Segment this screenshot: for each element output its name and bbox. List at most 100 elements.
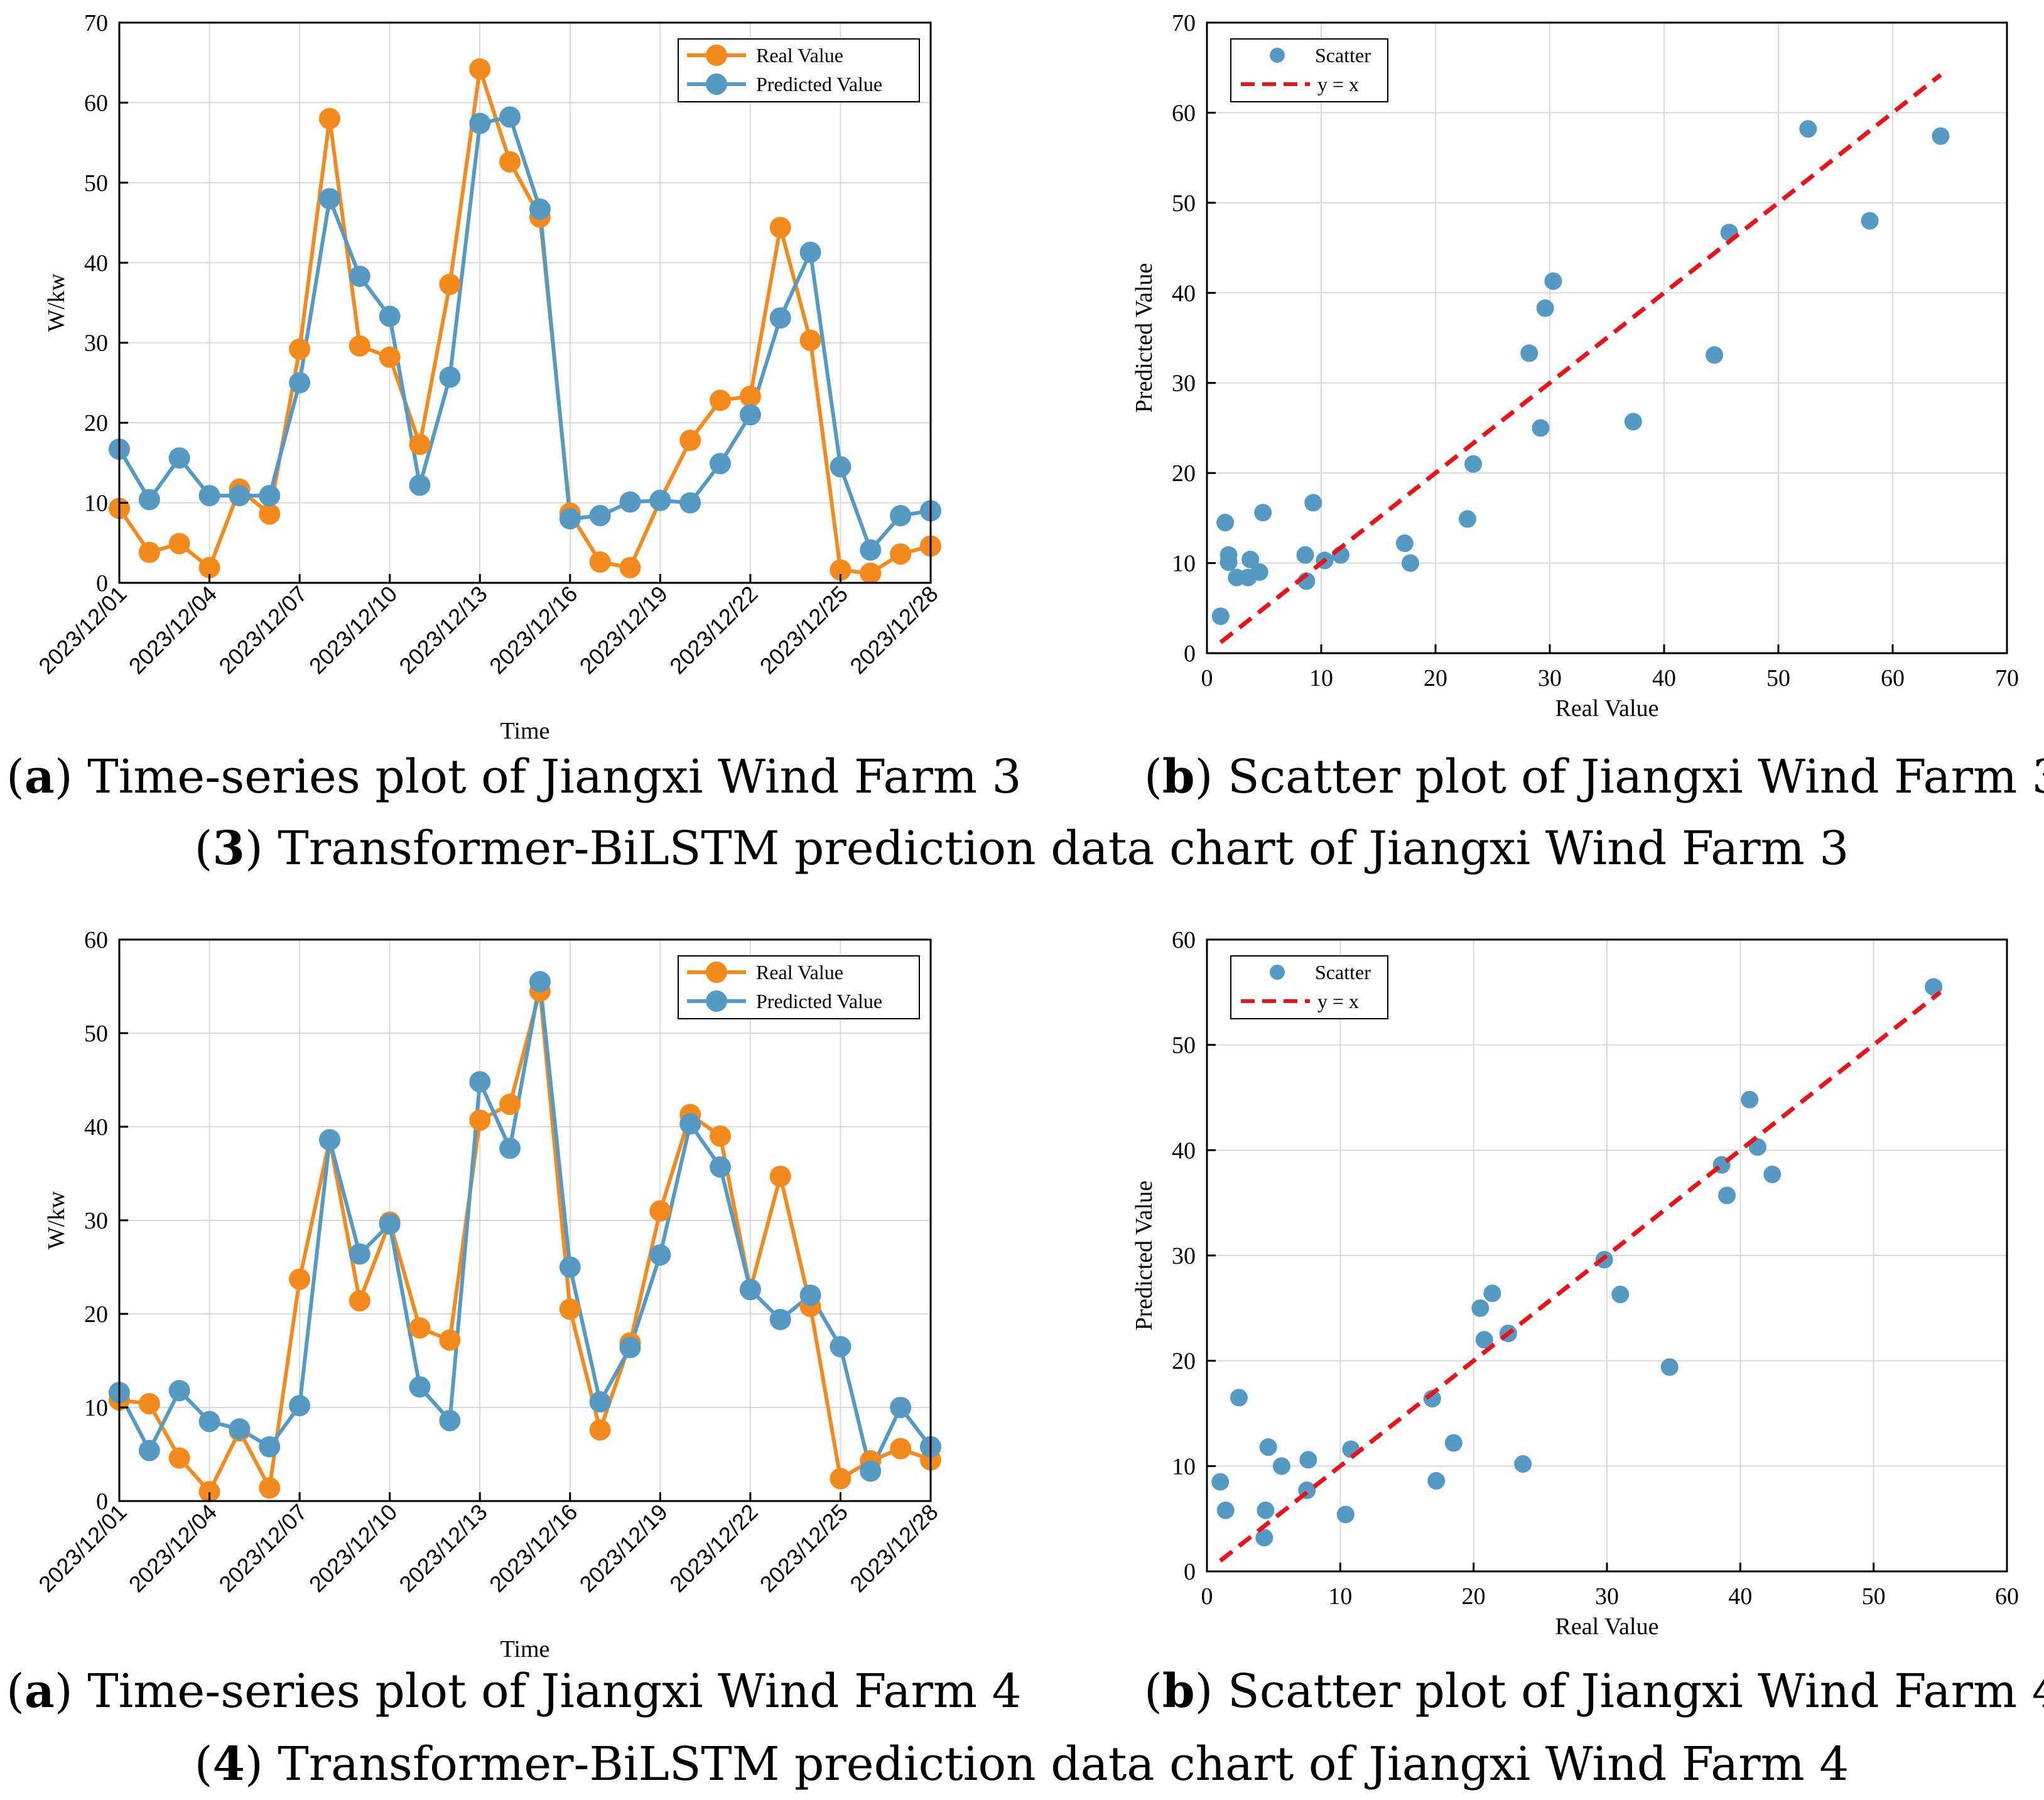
y-tick-label: 30	[84, 330, 108, 357]
data-point-predicted	[739, 1279, 761, 1301]
caption-row2-main-num: 4	[212, 1737, 245, 1791]
data-point-real	[860, 562, 882, 584]
caption-row1-b-text: Scatter plot of Jiangxi Wind Farm 3	[1213, 750, 2044, 804]
data-point-predicted	[379, 1213, 401, 1235]
scatter-point	[1799, 120, 1817, 138]
axes-box	[1206, 21, 2008, 654]
y-tick-label: 60	[84, 927, 108, 953]
x-tick-label: 10	[1328, 1583, 1352, 1610]
scatter-point	[1611, 1286, 1630, 1304]
data-point-real	[679, 430, 701, 452]
ideal-line-y-equals-x	[1219, 990, 1942, 1563]
y-tick-label: 70	[84, 10, 108, 36]
data-point-predicted	[469, 112, 491, 134]
data-point-predicted	[469, 1071, 491, 1093]
data-point-real	[379, 346, 401, 368]
data-point-real	[349, 1290, 370, 1312]
data-point-predicted	[830, 1336, 852, 1358]
legend-marker-scatter	[1270, 48, 1285, 63]
legend-marker-real	[706, 962, 727, 983]
scatter-point	[1932, 127, 1950, 145]
data-point-predicted	[439, 366, 461, 388]
legend-marker-predicted	[706, 73, 727, 95]
y-tick-label: 20	[1172, 460, 1196, 487]
data-point-real	[559, 1298, 581, 1320]
legend-label-ideal: y = x	[1317, 73, 1359, 95]
data-point-predicted	[198, 1411, 220, 1433]
scatter-point	[1296, 546, 1314, 564]
scatter-point	[1464, 455, 1483, 473]
data-point-predicted	[349, 265, 370, 287]
data-point-real	[259, 503, 281, 525]
legend-box	[1230, 38, 1388, 102]
data-point-real	[349, 335, 370, 357]
scatter-point	[1336, 1505, 1355, 1524]
scatter-point	[1219, 553, 1238, 572]
x-tick-label: 30	[1538, 665, 1562, 691]
data-point-real	[409, 433, 431, 455]
x-axis-label: Real Value	[1555, 695, 1659, 722]
y-tick-label: 20	[84, 1301, 108, 1328]
data-point-predicted	[739, 404, 761, 426]
data-point-predicted	[679, 1113, 701, 1135]
x-axis-label: Time	[500, 1636, 550, 1662]
scatter-point	[1544, 272, 1562, 290]
data-point-real	[138, 541, 160, 563]
data-point-predicted	[529, 971, 551, 993]
scatter-point	[1257, 1501, 1275, 1519]
y-tick-label: 20	[84, 410, 108, 436]
data-point-predicted	[559, 508, 581, 530]
chart-scatter-farm4: 0 10 20 30 40 50 60 0 10 20 30 40 50 60 Real Value Pred…	[1131, 927, 2019, 1640]
caption-row2-b: (b) Scatter plot of Jiangxi Wind Farm 4	[1144, 1664, 2044, 1718]
y-tick-label: 50	[1172, 1033, 1196, 1059]
y-tick-label: 10	[1172, 1453, 1196, 1480]
legend-label-scatter: Scatter	[1315, 44, 1371, 67]
x-tick-label: 60	[1881, 665, 1905, 691]
scatter-point	[1216, 514, 1235, 532]
scatter-point	[1427, 1472, 1446, 1490]
legend-label-real: Real Value	[756, 44, 843, 67]
x-tick-label: 20	[1424, 665, 1447, 691]
data-point-predicted	[229, 1418, 251, 1440]
y-tick-label: 0	[1184, 1559, 1196, 1585]
scatter-point	[1514, 1455, 1532, 1473]
data-point-predicted	[259, 485, 281, 507]
data-point-real	[318, 107, 340, 129]
scatter-point	[1395, 534, 1414, 553]
x-tick-label: 70	[1995, 665, 2019, 691]
legend-label-predicted: Predicted Value	[756, 73, 882, 95]
x-tick-label: 30	[1595, 1583, 1619, 1610]
data-point-real	[589, 1419, 611, 1441]
caption-row2-b-letter: b	[1162, 1664, 1195, 1718]
data-point-real	[138, 1393, 160, 1415]
series-line-predicted	[117, 115, 931, 552]
y-tick-label: 0	[96, 1488, 108, 1515]
y-tick-label: 40	[84, 1114, 108, 1141]
x-tick-label: 50	[1862, 1583, 1886, 1610]
data-point-predicted	[499, 1137, 521, 1159]
y-tick-label: 0	[1184, 641, 1196, 667]
x-tick-label: 60	[1995, 1583, 2019, 1610]
x-tick-label: 40	[1652, 665, 1676, 691]
data-point-predicted	[619, 491, 641, 513]
data-point-predicted	[289, 1395, 311, 1417]
data-point-predicted	[769, 307, 791, 329]
data-point-predicted	[439, 1409, 461, 1431]
legend-marker-real	[706, 45, 727, 66]
series-line-predicted	[117, 980, 933, 1473]
data-point-predicted	[229, 485, 251, 507]
scatter-point	[1660, 1358, 1679, 1376]
data-point-real	[830, 1468, 852, 1490]
caption-row2-a-text: Time-series plot of Jiangxi Wind Farm 4	[73, 1664, 1022, 1718]
scatter-point	[1254, 504, 1272, 522]
data-point-real	[710, 389, 732, 411]
scatter-point	[1216, 1501, 1235, 1519]
scatter-point	[1624, 413, 1642, 431]
data-point-predicted	[679, 492, 701, 514]
data-point-predicted	[649, 489, 671, 511]
legend-box	[1230, 955, 1388, 1019]
caption-row2-main-text: Transformer-BiLSTM prediction data chart…	[263, 1737, 1849, 1791]
data-point-predicted	[799, 1284, 821, 1306]
data-point-predicted	[799, 241, 821, 263]
data-point-real	[890, 543, 912, 565]
